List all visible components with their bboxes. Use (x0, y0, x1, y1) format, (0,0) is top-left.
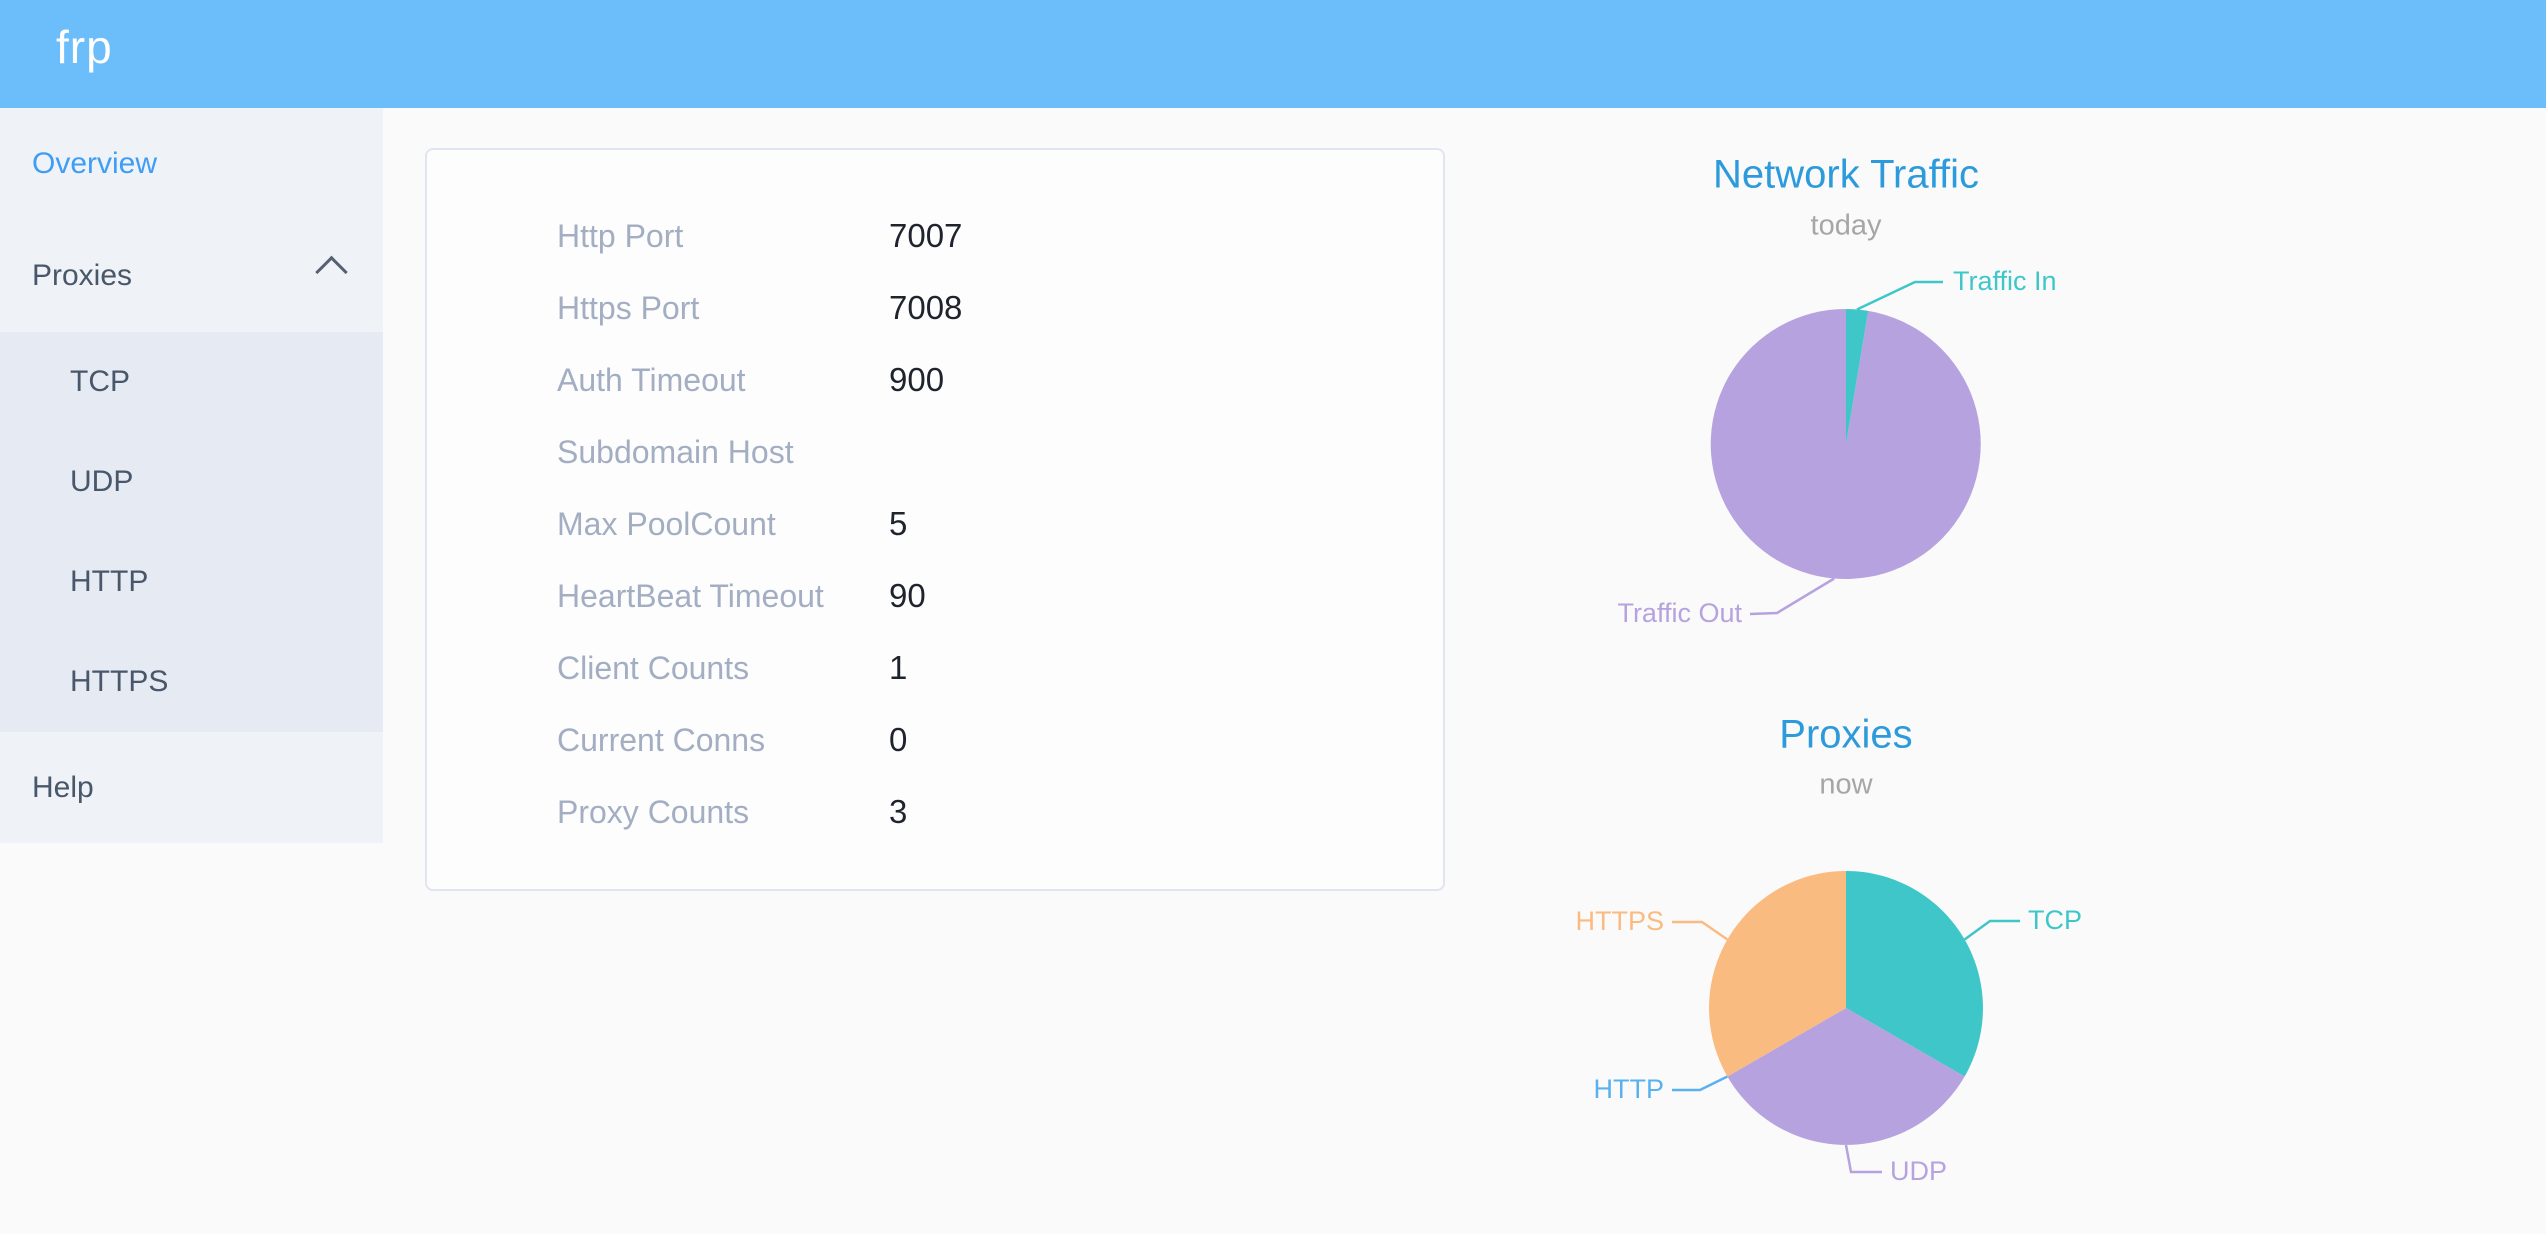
config-row: HeartBeat Timeout 90 (427, 560, 1443, 632)
row-label: Client Counts (557, 649, 750, 686)
sidebar-item-overview[interactable]: Overview (0, 108, 383, 220)
row-label: Current Conns (557, 721, 766, 758)
sidebar-item-label: HTTP (70, 565, 149, 598)
sidebar-item-label: Help (32, 771, 94, 804)
row-label: Max PoolCount (557, 505, 776, 542)
config-row: Http Port 7007 (427, 200, 1443, 272)
config-row: Auth Timeout 900 (427, 344, 1443, 416)
row-value: 7008 (889, 289, 963, 326)
config-row: Client Counts 1 (427, 632, 1443, 704)
row-label: Https Port (557, 289, 700, 326)
chart-title: Proxies (1779, 713, 1912, 757)
sidebar-item-udp[interactable]: UDP (0, 432, 383, 532)
sidebar-item-http[interactable]: HTTP (0, 532, 383, 632)
label-line-traffic-in (1856, 280, 1943, 311)
config-row: Https Port 7008 (427, 272, 1443, 344)
chart-subtitle: today (1811, 210, 1882, 242)
row-label: Proxy Counts (557, 793, 750, 830)
sidebar-item-proxies[interactable]: Proxies (0, 220, 383, 332)
overview-card: Http Port 7007 Https Port 7008 Auth Time… (425, 148, 1445, 891)
row-label: Subdomain Host (557, 433, 794, 470)
chevron-up-icon (315, 255, 348, 289)
row-value: 900 (889, 361, 945, 398)
row-value: 1 (889, 649, 908, 686)
pie-label-traffic-out: Traffic Out (1617, 598, 1742, 628)
config-row: Subdomain Host (427, 416, 1443, 488)
sidebar-item-label: HTTPS (70, 665, 169, 698)
label-line-https (1672, 920, 1729, 941)
chart-title: Network Traffic (1713, 153, 1979, 197)
sidebar-submenu-proxies: TCP UDP HTTP HTTPS (0, 332, 383, 732)
pie-slice-tcp (1846, 871, 1983, 1077)
sidebar-item-label: TCP (70, 365, 130, 398)
pie-label-https: HTTPS (1575, 906, 1664, 936)
config-row: Max PoolCount 5 (427, 488, 1443, 560)
sidebar-item-tcp[interactable]: TCP (0, 332, 383, 432)
row-value: 5 (889, 505, 908, 542)
row-value: 3 (889, 793, 908, 830)
row-label: HeartBeat Timeout (557, 577, 824, 614)
config-row: Current Conns 0 (427, 704, 1443, 776)
label-line-udp (1844, 1144, 1882, 1174)
row-label: Auth Timeout (557, 361, 746, 398)
sidebar-item-https[interactable]: HTTPS (0, 632, 383, 732)
pie-label-udp: UDP (1890, 1156, 1947, 1186)
header: frp (0, 0, 2546, 108)
chart-subtitle: now (1819, 769, 1873, 801)
label-line-http (1672, 1075, 1728, 1092)
sidebar-item-label: Overview (32, 147, 158, 180)
pie-slice-https (1709, 871, 1846, 1077)
pie-slice-traffic-out (1710, 308, 1981, 579)
pie-label-traffic-in: Traffic In (1953, 266, 2057, 296)
pie-label-http: HTTP (1594, 1074, 1665, 1104)
row-value: 7007 (889, 217, 963, 254)
label-line-traffic-out (1749, 577, 1835, 616)
pie-slice-traffic-in (1846, 309, 1869, 444)
config-row: Proxy Counts 3 (427, 776, 1443, 848)
pie-label-tcp: TCP (2028, 905, 2082, 935)
network-traffic-chart: Network Traffic today Traffic In Traffic… (1617, 153, 2057, 629)
frp-logo: frp (56, 21, 113, 73)
label-line-tcp (1963, 919, 2020, 941)
sidebar-item-label: UDP (70, 465, 134, 498)
sidebar: Overview Proxies TCP UDP HTTP HTTPS Help (0, 108, 383, 843)
sidebar-item-label: Proxies (32, 259, 133, 292)
row-value: 0 (889, 721, 908, 758)
sidebar-item-help[interactable]: Help (0, 732, 383, 844)
row-label: Http Port (557, 217, 684, 254)
pie-slice-udp (1727, 1008, 1965, 1145)
proxies-chart: Proxies now TCP HTTPS HTTP UDP (1575, 713, 2082, 1187)
row-value: 90 (889, 577, 926, 614)
